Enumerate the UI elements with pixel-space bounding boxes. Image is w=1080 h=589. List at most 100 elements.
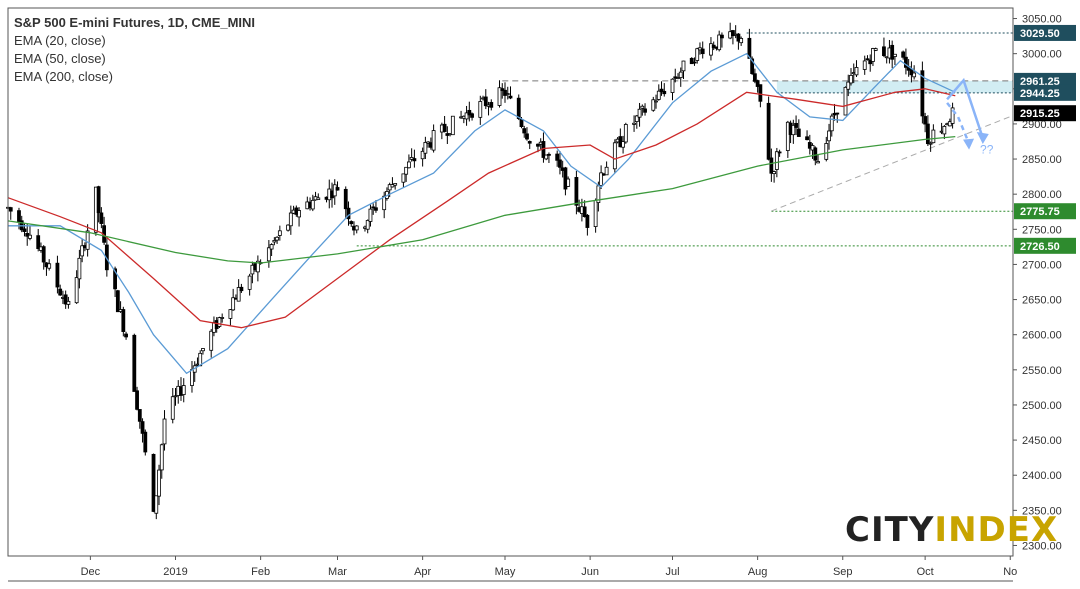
- candle-down: [659, 88, 664, 93]
- resistance-zone: [776, 80, 1013, 93]
- candle-up: [912, 72, 917, 78]
- candle-down: [882, 46, 886, 57]
- candle-up: [266, 247, 271, 262]
- candle-down: [508, 95, 513, 99]
- candle-down: [868, 59, 873, 65]
- legend-ema-50: EMA (50, close): [14, 51, 106, 66]
- candle-down: [662, 90, 667, 95]
- candle-up: [670, 78, 675, 93]
- candle-up: [159, 444, 164, 471]
- ema-line-1: [8, 52, 956, 375]
- candle-up: [824, 143, 829, 160]
- legend-ema-200: EMA (200, close): [14, 69, 113, 84]
- x-tick-label: Jul: [665, 566, 679, 578]
- candle-down: [483, 96, 488, 107]
- projection-arrows: ??: [946, 77, 994, 156]
- y-tick-label: 2300.00: [1022, 540, 1062, 552]
- x-tick-label: Feb: [251, 566, 270, 578]
- candle-down: [766, 102, 771, 160]
- candle-up: [269, 244, 274, 250]
- candle-down: [516, 97, 521, 119]
- candle-down: [750, 58, 755, 74]
- y-tick-label: 2400.00: [1022, 470, 1062, 482]
- candle-up: [236, 287, 241, 302]
- candle-up: [80, 245, 85, 257]
- price-label-box: [1014, 84, 1076, 101]
- candle-up: [632, 122, 636, 125]
- candle-down: [555, 153, 560, 161]
- candle-down: [901, 51, 906, 58]
- candle-down: [574, 177, 579, 206]
- candle-up: [47, 263, 52, 269]
- candle-up: [681, 60, 686, 72]
- price-label-box: [1014, 237, 1076, 254]
- candle-down: [63, 294, 68, 305]
- candle-up: [390, 184, 395, 188]
- candle-up: [478, 101, 483, 118]
- y-tick-label: 2750.00: [1022, 224, 1062, 236]
- candle-down: [643, 108, 647, 113]
- candle-down: [58, 288, 63, 296]
- chart-title: S&P 500 E-mini Futures, 1D, CME_MINI: [14, 15, 256, 30]
- candle-down: [720, 34, 724, 39]
- candle-up: [404, 166, 409, 175]
- candle-up: [201, 348, 205, 352]
- candle-down: [525, 133, 529, 140]
- x-tick-label: Aug: [748, 566, 768, 578]
- candle-up: [862, 60, 867, 70]
- candle-up: [942, 125, 947, 135]
- candle-up: [634, 115, 639, 122]
- candle-up: [871, 48, 875, 62]
- candle-down: [752, 73, 757, 82]
- candle-down: [925, 123, 930, 145]
- candle-down: [442, 123, 447, 132]
- x-tick-label: 2019: [163, 566, 187, 578]
- candle-down: [349, 221, 354, 225]
- candle-up: [497, 87, 502, 106]
- candle-up: [365, 220, 370, 230]
- y-tick-label: 2650.00: [1022, 295, 1062, 307]
- candle-down: [22, 228, 27, 232]
- candle-up: [843, 86, 848, 116]
- candle-up: [209, 330, 214, 351]
- logo-city: CITY: [845, 510, 935, 550]
- price-label-text: 2915.25: [1020, 108, 1060, 120]
- candle-up: [709, 43, 713, 56]
- candle-down: [582, 206, 587, 218]
- candle-down: [536, 143, 540, 147]
- price-label-box: [1014, 105, 1076, 122]
- candle-up: [816, 161, 820, 164]
- candle-down: [335, 187, 340, 191]
- candle-down: [747, 37, 752, 59]
- candle-down: [412, 158, 417, 162]
- support-trendline: [771, 115, 1014, 212]
- candle-down: [99, 212, 104, 224]
- candle-up: [621, 141, 625, 148]
- candle-up: [791, 124, 796, 136]
- candle-down: [121, 309, 126, 332]
- candle-down: [489, 102, 494, 108]
- candle-down: [140, 421, 145, 434]
- x-tick-label: Jun: [581, 566, 599, 578]
- candle-down: [137, 409, 142, 422]
- candle-down: [890, 44, 895, 60]
- plot-frame: [7, 7, 1014, 557]
- price-label-text: 2726.50: [1020, 241, 1060, 253]
- annotation-question: ??: [980, 142, 994, 156]
- price-labels: 3029.502961.252944.252915.252775.752726.…: [1014, 24, 1076, 254]
- candle-down: [865, 58, 870, 61]
- candle-down: [346, 207, 351, 220]
- candle-down: [503, 89, 507, 96]
- candle-down: [904, 56, 908, 68]
- candle-down: [796, 128, 801, 137]
- candle-up: [28, 234, 32, 239]
- candle-up: [85, 230, 90, 250]
- candle-up: [297, 210, 301, 218]
- candle-up: [272, 240, 277, 243]
- y-tick-label: 2550.00: [1022, 365, 1062, 377]
- candle-down: [151, 453, 156, 512]
- candle-down: [8, 207, 13, 212]
- candle-down: [547, 153, 551, 156]
- price-label-text: 2775.75: [1020, 206, 1060, 218]
- x-tick-label: May: [495, 566, 516, 578]
